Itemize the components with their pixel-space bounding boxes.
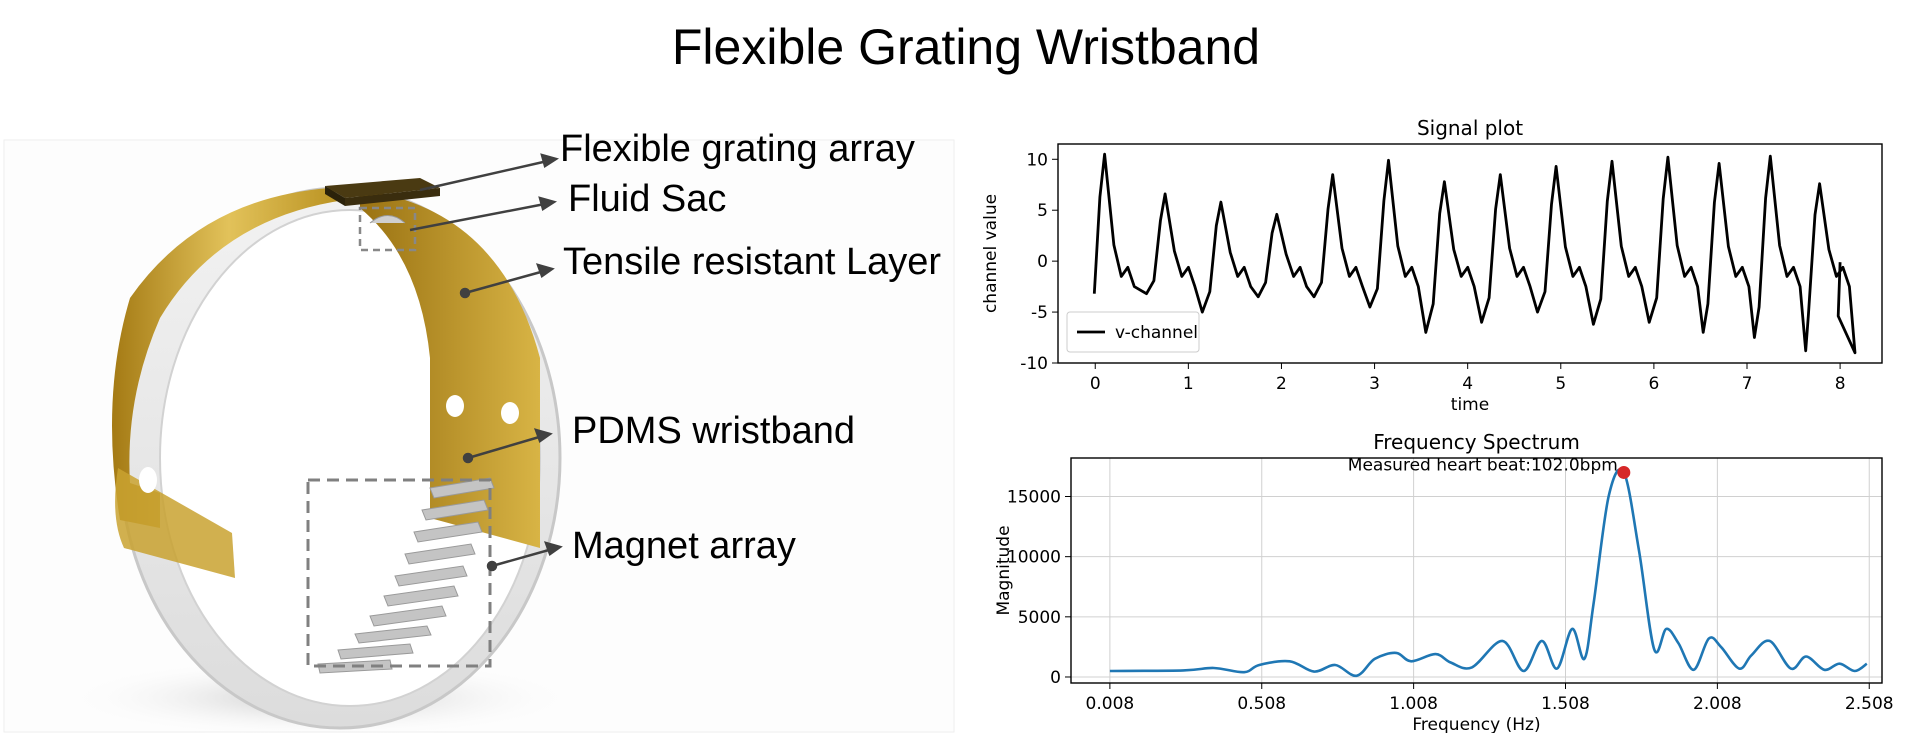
y-tick-label: 5000 [1018, 608, 1061, 628]
magnet-array-box [306, 478, 492, 668]
x-tick-label: 1.008 [1389, 694, 1438, 714]
callout-leaders [409, 153, 563, 572]
legend-label: v-channel [1115, 323, 1198, 343]
spectrum-plot: Frequency Spectrum 0.008 0.508 1.008 1.508 2.… [955, 420, 1932, 733]
x-tick-label: 2 [1276, 374, 1287, 394]
callout-fluid-sac: Fluid Sac [568, 178, 727, 220]
y-tick-label: 10000 [1007, 548, 1061, 568]
fluid-sac [369, 215, 406, 224]
band-hole [139, 467, 157, 493]
x-tick-label: 2.008 [1693, 694, 1742, 714]
plot-frame [1057, 143, 1883, 364]
x-axis-label: Frequency (Hz) [1412, 715, 1540, 733]
spectrum-line [1109, 467, 1868, 678]
x-tick-label: 1 [1183, 374, 1194, 394]
x-tick-label: 3 [1369, 374, 1380, 394]
x-axis-label: time [1451, 395, 1489, 415]
plot-frame [1070, 457, 1883, 684]
grating-chip-front [345, 188, 440, 206]
band-hole [446, 395, 464, 417]
y-tick-label: 0 [1037, 252, 1048, 272]
callout-magnet: Magnet array [572, 525, 796, 567]
x-tick-label: 1.508 [1541, 694, 1590, 714]
grating-chip-top [325, 178, 440, 198]
spectrum-plot-svg: Frequency Spectrum 0.008 0.508 1.008 1.508 2.… [994, 430, 1894, 733]
wristband-illustration [0, 138, 960, 733]
chart-title: Frequency Spectrum [1373, 430, 1580, 454]
x-tick-label: 5 [1555, 374, 1566, 394]
legend-box [1066, 311, 1200, 353]
x-tick-label: 6 [1648, 374, 1659, 394]
y-axis-label: Magnitude [994, 525, 1014, 615]
y-tick-label: -5 [1031, 303, 1048, 323]
x-tick-label: 2.508 [1845, 694, 1894, 714]
page-title: Flexible Grating Wristband [671, 19, 1261, 75]
y-tick-label: 5 [1037, 201, 1048, 221]
peak-marker [1617, 465, 1631, 479]
callout-pdms: PDMS wristband [572, 410, 855, 452]
band-hole [196, 482, 214, 508]
tensile-layer-left-band [115, 468, 235, 578]
x-tick-label: 0 [1090, 374, 1101, 394]
signal-line [1092, 152, 1857, 355]
x-tick-label: 7 [1742, 374, 1753, 394]
chart-title: Signal plot [1417, 116, 1523, 140]
peak-annotation: Measured heart beat:102.0bpm [1348, 455, 1618, 475]
callout-grating: Flexible grating array [560, 128, 915, 170]
grating-chip-side [325, 186, 345, 206]
magnet-array [317, 477, 495, 674]
tensile-layer-left [112, 188, 345, 528]
y-axis-label: channel value [981, 194, 1001, 313]
signal-plot-svg: Signal plot 0 1 2 3 4 5 6 7 8 -10 -5 0 5 10 time channel… [981, 116, 1883, 415]
x-tick-label: 4 [1462, 374, 1473, 394]
y-tick-label: -10 [1020, 354, 1048, 374]
x-tick-label: 8 [1835, 374, 1846, 394]
callout-tensile: Tensile resistant Layer [563, 241, 942, 283]
y-tick-label: 10 [1026, 150, 1048, 170]
y-tick-label: 15000 [1007, 488, 1061, 508]
band-hole [501, 402, 519, 424]
x-tick-label: 0.008 [1086, 694, 1135, 714]
tensile-layer-right [360, 190, 540, 548]
x-tick-label: 0.508 [1237, 694, 1286, 714]
wristband-drawing [3, 139, 955, 733]
signal-plot: Signal plot 0 1 2 3 4 5 6 7 8 -10 -5 0 5 10 time channel… [955, 100, 1932, 430]
y-tick-label: 0 [1050, 668, 1061, 688]
